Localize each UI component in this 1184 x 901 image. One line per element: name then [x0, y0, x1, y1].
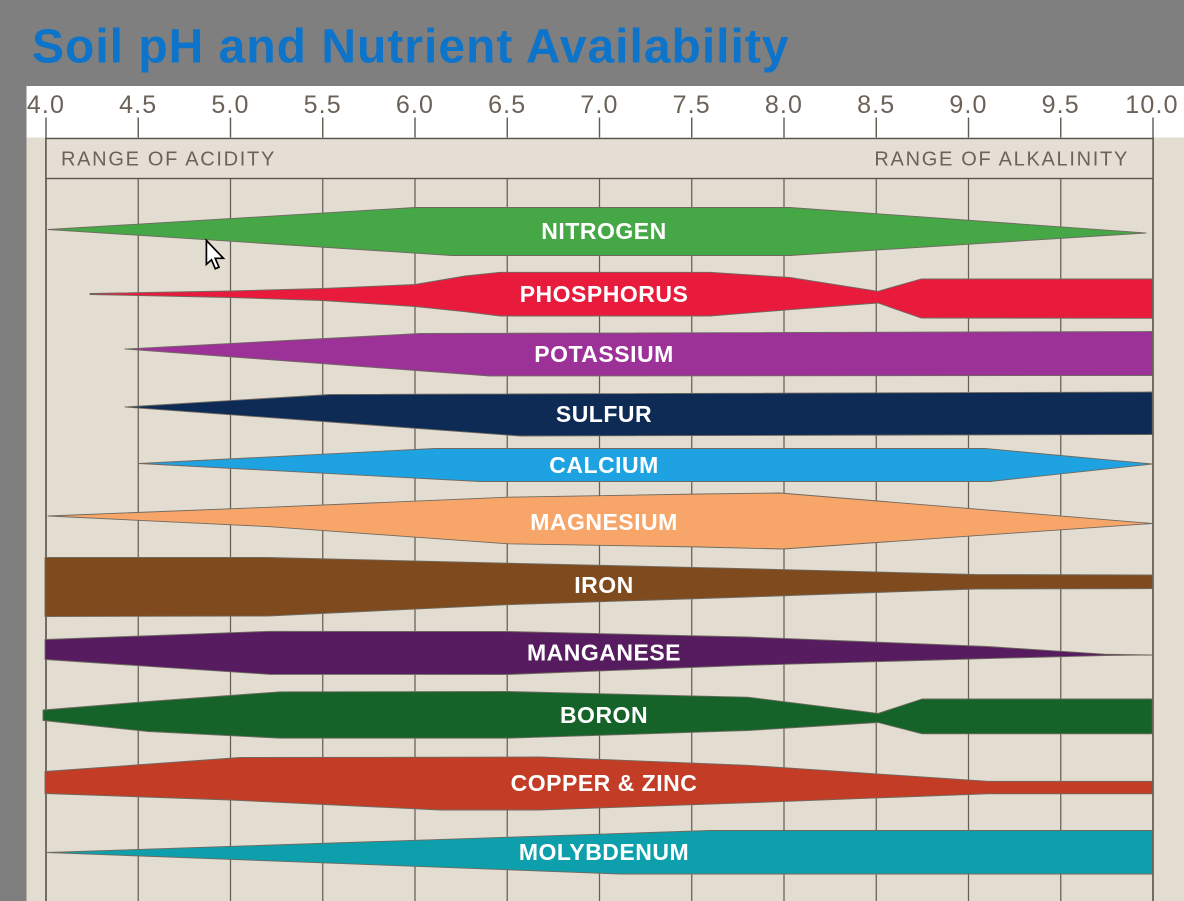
- svg-text:6.0: 6.0: [396, 91, 434, 119]
- svg-text:BORON: BORON: [560, 702, 648, 728]
- svg-text:PHOSPHORUS: PHOSPHORUS: [520, 281, 689, 307]
- svg-text:RANGE OF ACIDITY: RANGE OF ACIDITY: [61, 149, 276, 171]
- svg-text:4.5: 4.5: [119, 91, 157, 119]
- svg-text:SULFUR: SULFUR: [556, 401, 652, 427]
- svg-text:RANGE OF ALKALINITY: RANGE OF ALKALINITY: [874, 149, 1129, 171]
- svg-text:6.5: 6.5: [488, 91, 526, 119]
- svg-text:CALCIUM: CALCIUM: [549, 452, 659, 478]
- svg-text:8.5: 8.5: [857, 91, 895, 119]
- svg-text:Soil pH and Nutrient Availabil: Soil pH and Nutrient Availability: [32, 21, 790, 74]
- svg-text:9.0: 9.0: [949, 91, 987, 119]
- svg-text:5.5: 5.5: [304, 91, 342, 119]
- svg-text:IRON: IRON: [574, 572, 634, 598]
- svg-text:5.0: 5.0: [211, 91, 249, 119]
- svg-text:MOLYBDENUM: MOLYBDENUM: [519, 839, 689, 865]
- svg-text:7.5: 7.5: [673, 91, 711, 119]
- svg-text:MAGNESIUM: MAGNESIUM: [530, 509, 678, 535]
- svg-text:NITROGEN: NITROGEN: [541, 218, 666, 244]
- svg-text:9.5: 9.5: [1042, 91, 1080, 119]
- svg-text:10.0: 10.0: [1125, 91, 1178, 119]
- svg-text:7.0: 7.0: [580, 91, 618, 119]
- svg-text:4.0: 4.0: [27, 91, 65, 119]
- svg-text:MANGANESE: MANGANESE: [527, 640, 681, 666]
- svg-text:POTASSIUM: POTASSIUM: [534, 341, 674, 367]
- svg-text:COPPER & ZINC: COPPER & ZINC: [511, 770, 698, 796]
- svg-text:8.0: 8.0: [765, 91, 803, 119]
